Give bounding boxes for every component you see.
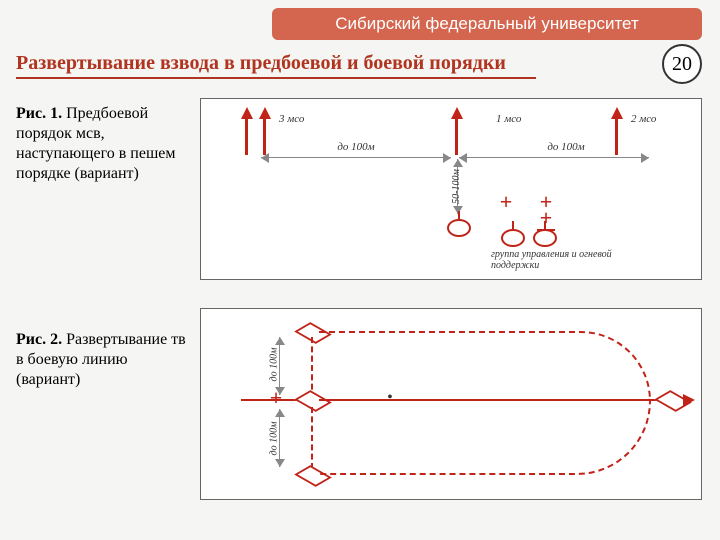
plus-icon: + bbox=[497, 195, 515, 213]
unit-label-1mso: 1 мсо bbox=[496, 113, 521, 125]
vdim-text: 50-100м bbox=[451, 169, 462, 204]
group-text: группа управления и огневой поддержки bbox=[491, 249, 651, 271]
caption-fig2-bold: Рис. 2. bbox=[16, 331, 62, 348]
figure-1: 3 мсо 1 мсо 2 мсо до 100м до 100м 50-100… bbox=[200, 98, 702, 280]
unit-oval-icon bbox=[447, 219, 471, 237]
header-bar: Сибирский федеральный университет bbox=[272, 8, 702, 40]
arrow-stem bbox=[263, 117, 266, 155]
dim-line bbox=[261, 157, 451, 158]
arrow-stem bbox=[615, 117, 618, 155]
plus-under-icon: + bbox=[537, 211, 555, 231]
vdim-text: до 100м bbox=[268, 348, 279, 382]
page-number: 20 bbox=[662, 44, 702, 84]
dash-curve bbox=[319, 401, 651, 475]
dash-vert bbox=[311, 337, 313, 399]
caption-fig1: Рис. 1. Предбоевой порядок мсв, наступаю… bbox=[16, 104, 186, 184]
caption-fig2: Рис. 2. Развертывание тв в боевую линию … bbox=[16, 330, 186, 390]
vdim-text: до 100м bbox=[268, 422, 279, 456]
unit-label-3mso: 3 мсо bbox=[279, 113, 304, 125]
dash-curve bbox=[319, 331, 651, 401]
unit-oval-icon bbox=[501, 229, 525, 247]
arrow-stem bbox=[455, 117, 458, 155]
caption-fig1-bold: Рис. 1. bbox=[16, 105, 62, 122]
page-title: Развертывание взвода в предбоевой и боев… bbox=[16, 52, 536, 79]
arrow-stem bbox=[245, 117, 248, 155]
tri-right-icon bbox=[683, 394, 695, 406]
dot-icon: • bbox=[381, 391, 399, 409]
unit-oval-icon bbox=[533, 229, 557, 247]
figure-2: + до 100м до 100м • bbox=[200, 308, 702, 500]
dim-text: до 100м bbox=[321, 141, 391, 153]
unit-label-2mso: 2 мсо bbox=[631, 113, 656, 125]
dim-text: до 100м bbox=[531, 141, 601, 153]
solid-line bbox=[319, 399, 664, 401]
dim-line bbox=[459, 157, 649, 158]
dash-vert bbox=[311, 407, 313, 469]
